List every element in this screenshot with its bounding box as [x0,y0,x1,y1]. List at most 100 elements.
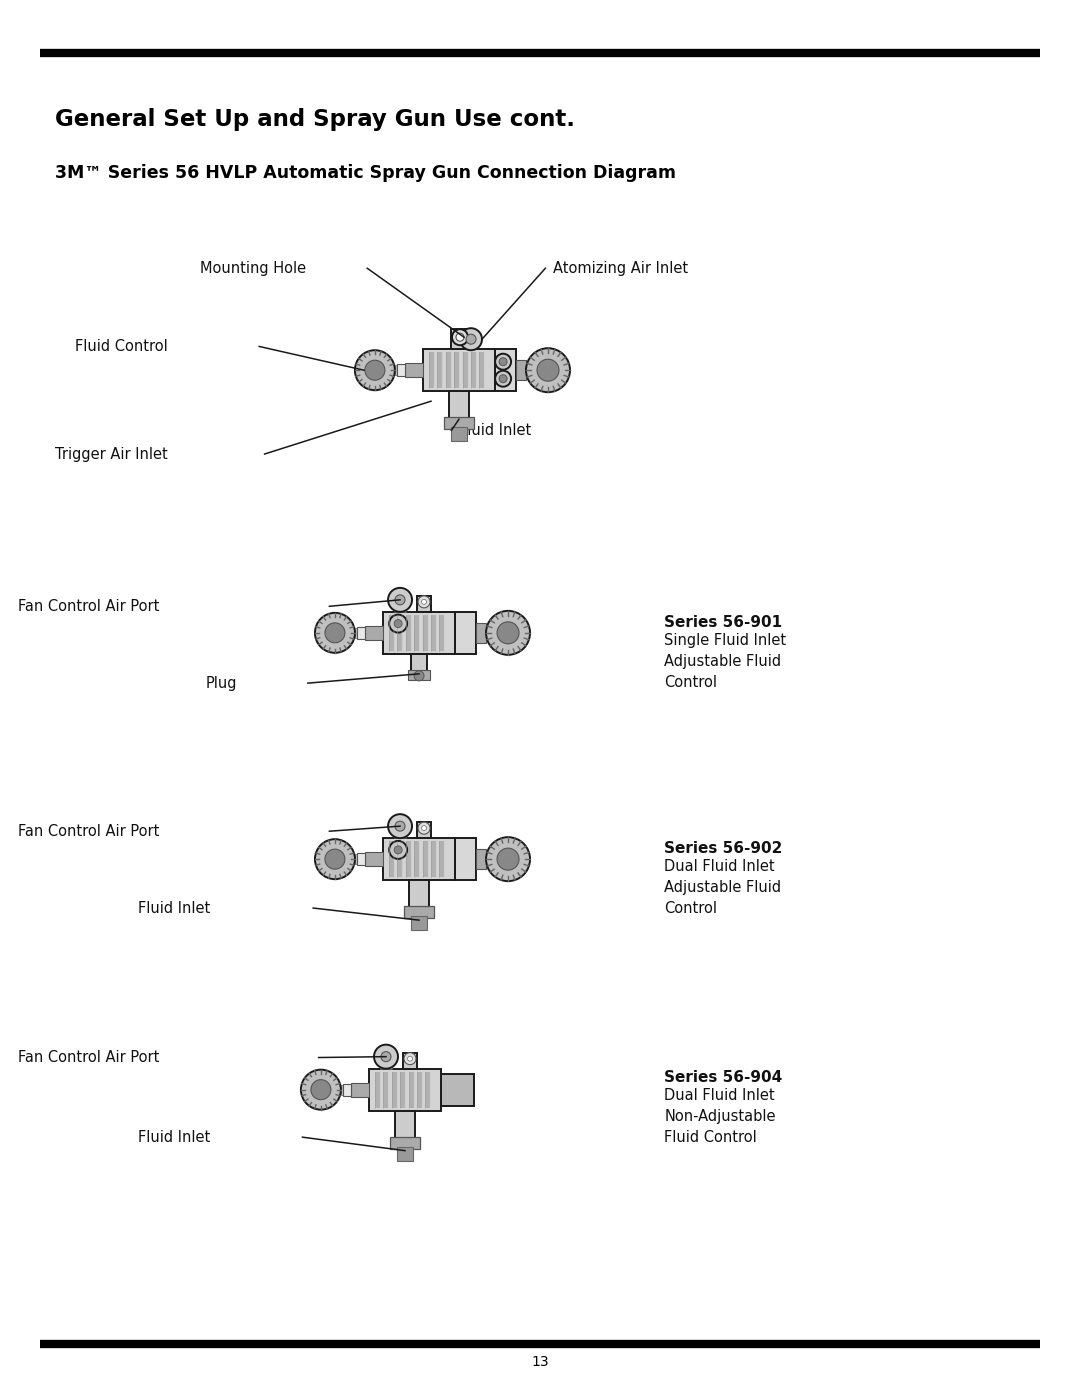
Text: General Set Up and Spray Gun Use cont.: General Set Up and Spray Gun Use cont. [55,109,575,131]
Bar [395,1111,415,1139]
Text: Atomizing Air Inlet: Atomizing Air Inlet [553,261,688,275]
Bar [383,838,455,880]
Bar [431,615,436,651]
Bar [406,615,410,651]
Text: Series 56-904: Series 56-904 [664,1070,782,1085]
Bar [480,352,485,388]
Circle shape [421,599,427,605]
Bar [422,841,428,877]
Bar [426,1071,431,1108]
Circle shape [389,841,407,859]
Bar [365,852,383,866]
Circle shape [365,360,384,380]
Bar [462,352,468,388]
Bar [417,823,431,838]
Circle shape [311,1080,330,1099]
Circle shape [486,837,530,882]
Text: Dual Fluid Inlet
Non-Adjustable
Fluid Control: Dual Fluid Inlet Non-Adjustable Fluid Co… [664,1088,775,1146]
Circle shape [460,328,482,351]
Circle shape [497,622,519,644]
Bar [408,669,430,680]
Circle shape [374,1045,399,1069]
Text: Fluid Inlet: Fluid Inlet [138,901,211,915]
Circle shape [315,613,355,652]
Bar [405,363,423,377]
Circle shape [315,840,355,879]
Bar [356,627,365,638]
Bar [526,365,548,376]
Circle shape [418,823,430,834]
Bar [437,352,443,388]
Text: Trigger Air Inlet: Trigger Air Inlet [55,447,167,461]
Circle shape [414,671,424,680]
Bar [451,427,467,441]
Circle shape [394,847,402,854]
Text: Series 56-902: Series 56-902 [664,841,783,856]
Circle shape [388,814,413,838]
Text: Fluid Control: Fluid Control [75,339,167,353]
Circle shape [456,334,464,341]
Text: 13: 13 [531,1355,549,1369]
Text: Plug: Plug [206,676,238,690]
Bar [341,1084,369,1095]
Bar [390,1137,420,1148]
Bar [403,1053,417,1069]
Bar [486,627,508,638]
Bar [365,626,383,640]
Bar [415,841,419,877]
Bar [415,615,419,651]
Bar [429,352,434,388]
Circle shape [537,359,559,381]
Bar [355,627,383,638]
Circle shape [495,353,511,370]
Circle shape [499,374,508,383]
Bar [343,1084,351,1095]
Bar [451,330,469,349]
Bar [369,1069,441,1111]
Bar [417,1071,422,1108]
Circle shape [301,1070,341,1109]
Bar [440,615,445,651]
Bar [395,365,423,376]
Bar [406,841,410,877]
Bar [394,604,406,612]
Text: Fan Control Air Port: Fan Control Air Port [18,1051,160,1065]
Circle shape [325,849,345,869]
Bar [411,916,427,930]
Bar [397,1147,413,1161]
Bar [455,352,459,388]
Circle shape [388,588,413,612]
Bar [444,418,474,429]
Circle shape [486,610,530,655]
Circle shape [453,330,468,345]
Circle shape [395,821,405,831]
Bar [408,1071,414,1108]
Bar [397,365,405,376]
Text: Fan Control Air Port: Fan Control Air Port [18,824,160,838]
Bar [409,880,429,908]
Bar [397,841,403,877]
Text: Fluid Inlet: Fluid Inlet [138,1130,211,1144]
Bar [441,1074,474,1105]
Bar [355,854,383,865]
Text: Fluid Inlet: Fluid Inlet [459,423,531,437]
Bar [440,841,445,877]
Text: Fan Control Air Port: Fan Control Air Port [18,599,160,613]
Bar [486,854,508,865]
Text: Dual Fluid Inlet
Adjustable Fluid
Control: Dual Fluid Inlet Adjustable Fluid Contro… [664,859,781,916]
Bar [417,597,431,612]
Bar [380,1060,392,1069]
Bar [516,360,526,380]
Bar [476,849,486,869]
Circle shape [526,348,570,393]
Bar [411,654,427,672]
Circle shape [389,615,407,633]
Bar [383,612,455,654]
Bar [404,907,434,918]
Bar [389,615,394,651]
Bar [375,1071,380,1108]
Bar [455,612,476,654]
Bar [392,1071,396,1108]
Bar [455,838,476,880]
Text: Single Fluid Inlet
Adjustable Fluid
Control: Single Fluid Inlet Adjustable Fluid Cont… [664,633,786,690]
